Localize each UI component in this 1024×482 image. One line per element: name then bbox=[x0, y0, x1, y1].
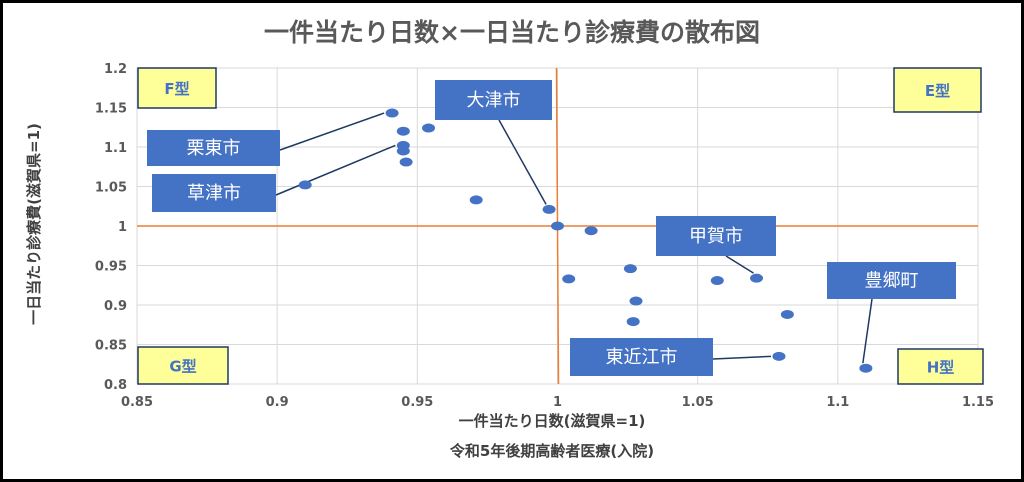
data-point bbox=[626, 317, 640, 327]
y-tick-label: 0.85 bbox=[95, 339, 127, 354]
scatter-chart: 一件当たり日数×一日当たり診療費の散布図 0.8 0.85 0.9 0.95 1 1.05… bbox=[25, 18, 994, 460]
callout-higashiomi-box bbox=[570, 338, 713, 376]
callout-toyosato-leader bbox=[862, 298, 873, 364]
data-point bbox=[562, 274, 576, 284]
quadrant-f-box bbox=[137, 67, 217, 109]
data-point bbox=[584, 226, 598, 236]
data-point bbox=[623, 264, 637, 274]
callout-higashiomi-text: 東近江市 bbox=[606, 347, 678, 368]
data-point bbox=[859, 363, 873, 373]
y-tick-label: 0.95 bbox=[95, 260, 127, 275]
callout-koka-box bbox=[656, 216, 776, 256]
data-point bbox=[780, 309, 794, 319]
x-axis-subtitle: 令和5年後期高齢者医療(入院) bbox=[450, 442, 654, 460]
data-point bbox=[469, 195, 483, 205]
x-tick-label: 0.95 bbox=[401, 395, 433, 410]
quadrant-e-text: E型 bbox=[925, 82, 950, 100]
y-tick-label: 1 bbox=[118, 220, 127, 235]
chart-title: 一件当たり日数×一日当たり診療費の散布図 bbox=[264, 18, 760, 47]
data-point bbox=[422, 123, 436, 133]
quadrant-e-box bbox=[893, 67, 982, 113]
quadrant-h-box bbox=[897, 348, 984, 385]
y-tick-label: 0.9 bbox=[104, 299, 127, 314]
x-tick-label: 0.85 bbox=[121, 395, 153, 410]
callout-koka-text: 甲賀市 bbox=[689, 226, 743, 247]
data-points bbox=[298, 108, 873, 373]
callout-ritto-text: 栗東市 bbox=[187, 138, 241, 159]
x-tick-labels: 0.85 0.9 0.95 1 1.05 1.1 1.15 bbox=[121, 395, 994, 410]
callout-kusatsu-leader bbox=[275, 144, 396, 196]
data-point bbox=[399, 157, 413, 167]
x-tick-label: 1.15 bbox=[962, 395, 994, 410]
data-point bbox=[385, 108, 399, 118]
quadrant-f-text: F型 bbox=[164, 80, 189, 98]
data-point bbox=[542, 204, 556, 214]
y-tick-labels: 0.8 0.85 0.9 0.95 1 1.05 1.1 1.15 1.2 bbox=[95, 62, 127, 393]
x-tick-label: 0.9 bbox=[266, 395, 289, 410]
callout-leader-lines bbox=[275, 112, 873, 364]
quadrant-h-text: H型 bbox=[927, 359, 955, 377]
y-tick-label: 0.8 bbox=[104, 378, 127, 393]
y-tick-label: 1.15 bbox=[95, 102, 127, 117]
callout-ritto-leader bbox=[279, 112, 385, 151]
x-tick-label: 1.1 bbox=[826, 395, 849, 410]
data-point bbox=[298, 180, 312, 190]
callout-higashiomi-leader bbox=[712, 355, 771, 360]
y-tick-label: 1.1 bbox=[104, 141, 127, 156]
x-tick-label: 1.05 bbox=[682, 395, 714, 410]
quadrant-labels: F型 E型 G型 H型 bbox=[137, 67, 984, 385]
data-point bbox=[551, 221, 564, 231]
callout-kusatsu-text: 草津市 bbox=[187, 183, 241, 204]
y-tick-label: 1.2 bbox=[104, 62, 127, 77]
data-point bbox=[772, 351, 786, 361]
x-tick-label: 1 bbox=[553, 395, 562, 410]
callout-toyosato-text: 豊郷町 bbox=[865, 271, 919, 292]
callout-otsu-box bbox=[435, 80, 552, 120]
y-tick-label: 1.05 bbox=[95, 181, 127, 196]
callout-kusatsu-box bbox=[152, 174, 276, 212]
quadrant-g-text: G型 bbox=[169, 358, 196, 376]
data-point bbox=[629, 296, 643, 306]
quadrant-g-box bbox=[137, 346, 229, 385]
data-point bbox=[396, 126, 410, 136]
data-point bbox=[750, 273, 764, 283]
data-point bbox=[396, 146, 410, 156]
callout-otsu-leader bbox=[498, 119, 547, 205]
callout-toyosato-box bbox=[827, 262, 956, 299]
y-axis-title: 一日当たり診療費(滋賀県=1) bbox=[25, 123, 43, 325]
callout-koka-leader bbox=[725, 255, 754, 274]
data-point bbox=[710, 276, 724, 286]
callout-otsu-text: 大津市 bbox=[467, 90, 521, 111]
x-axis-title: 一件当たり日数(滋賀県=1) bbox=[459, 412, 646, 430]
callout-ritto-box bbox=[147, 130, 280, 166]
